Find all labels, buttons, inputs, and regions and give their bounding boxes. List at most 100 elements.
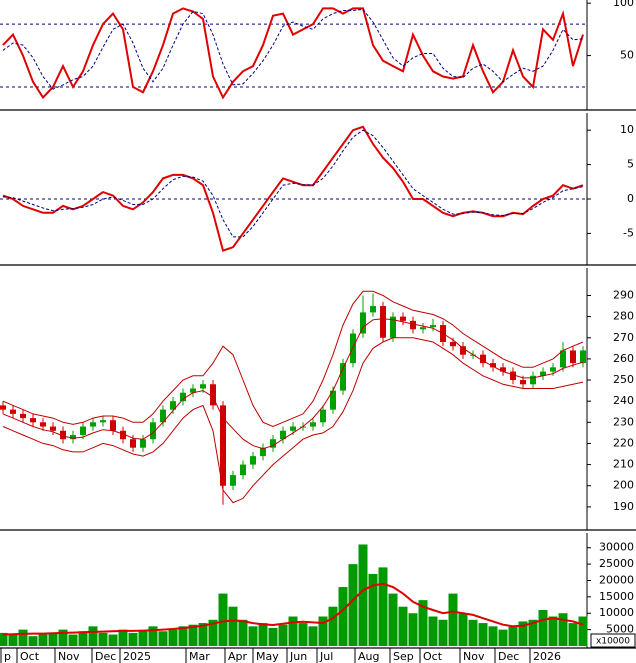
- volume-bar: [468, 619, 478, 646]
- candle-body: [480, 354, 486, 364]
- candle-body: [240, 464, 246, 476]
- volume-bar: [578, 616, 588, 646]
- volume-bar: [248, 626, 258, 646]
- candle-body: [430, 325, 436, 328]
- volume-bar: [568, 623, 578, 646]
- y-tick-label: 25000: [599, 557, 634, 570]
- candle-body: [280, 430, 286, 440]
- candle-body: [370, 306, 376, 313]
- candle-body: [230, 475, 236, 486]
- volume-bar: [0, 632, 8, 646]
- y-tick-label: 250: [613, 373, 634, 386]
- x-tick-label: Oct: [20, 650, 40, 663]
- volume-bar: [208, 619, 218, 646]
- y-tick-label: 30000: [599, 541, 634, 554]
- candle-body: [320, 409, 326, 423]
- x-tick-label: May: [256, 650, 279, 663]
- volume-bar: [348, 564, 358, 646]
- y-tick-label: 15000: [599, 590, 634, 603]
- volume-bar: [28, 636, 38, 646]
- x-tick-label: Dec: [498, 650, 519, 663]
- x-tick-label: 2026: [533, 650, 561, 663]
- candle-body: [80, 426, 86, 435]
- candle-body: [580, 350, 586, 364]
- y-tick-label: 10: [620, 123, 634, 136]
- x-tick-label: Jun: [289, 650, 307, 663]
- y-tick-label: 100: [613, 0, 634, 9]
- y-tick-label: 20000: [599, 573, 634, 586]
- series-line: [2, 337, 584, 504]
- candle-body: [120, 430, 126, 440]
- y-tick-label: 240: [613, 394, 634, 407]
- series-line: [2, 129, 584, 238]
- y-tick-label: 5000: [606, 623, 634, 636]
- y-tick-label: 210: [613, 458, 634, 471]
- volume-bar: [18, 629, 28, 646]
- series-line: [2, 582, 584, 636]
- candle-body: [40, 422, 46, 427]
- y-tick-label: 200: [613, 479, 634, 492]
- volume-bar: [158, 631, 168, 646]
- series-line: [2, 7, 584, 100]
- candle-body: [200, 384, 206, 389]
- candle-body: [20, 413, 26, 419]
- y-tick-label: -5: [623, 226, 634, 239]
- x-tick-label: Dec: [95, 650, 116, 663]
- candle-body: [150, 422, 156, 440]
- volume-bar: [98, 632, 108, 646]
- volume-bar: [308, 626, 318, 646]
- volume-bar: [508, 626, 518, 646]
- x-tick-label: p: [4, 650, 11, 663]
- volume-bar: [558, 613, 568, 646]
- candle-body: [160, 409, 166, 423]
- volume-bar: [218, 593, 228, 646]
- candle-body: [70, 434, 76, 440]
- y-tick-label: 230: [613, 415, 634, 428]
- volume-bar: [438, 619, 448, 646]
- candle-body: [270, 439, 276, 448]
- volume-bar: [128, 632, 138, 646]
- candle-body: [90, 422, 96, 427]
- volume-bar: [258, 623, 268, 646]
- volume-bar: [478, 623, 488, 646]
- candle-body: [510, 371, 516, 381]
- unit-box: [590, 633, 636, 648]
- x-tick-label: 2025: [123, 650, 151, 663]
- volume-bar: [498, 629, 508, 646]
- x-tick-label: Aug: [358, 650, 379, 663]
- candle-body: [10, 409, 16, 414]
- candle-body: [210, 384, 216, 406]
- volume-bar: [538, 609, 548, 646]
- x-tick-label: Oct: [423, 650, 443, 663]
- candle-body: [460, 346, 466, 355]
- candle-body: [540, 371, 546, 376]
- x-tick-label: Nov: [58, 650, 80, 663]
- candle-body: [110, 420, 116, 431]
- volume-bar: [548, 616, 558, 646]
- candle-body: [420, 327, 426, 330]
- candle-body: [30, 418, 36, 423]
- candle-body: [290, 426, 296, 431]
- series-line: [2, 318, 584, 450]
- series-line: [2, 290, 584, 428]
- volume-bar: [268, 627, 278, 646]
- volume-bar: [118, 629, 128, 646]
- volume-bar: [338, 587, 348, 646]
- volume-bar: [458, 613, 468, 646]
- candle-body: [450, 341, 456, 347]
- candle-body: [400, 316, 406, 321]
- volume-bar: [488, 626, 498, 646]
- volume-bar: [68, 634, 78, 646]
- volume-bar: [518, 621, 528, 646]
- volume-bar: [238, 619, 248, 646]
- volume-bar: [58, 629, 68, 646]
- x-tick-label: Jul: [319, 650, 333, 663]
- candle-body: [390, 316, 396, 338]
- volume-bar: [168, 629, 178, 646]
- volume-bar: [198, 623, 208, 646]
- y-tick-label: 190: [613, 500, 634, 513]
- volume-bar: [78, 631, 88, 646]
- candle-body: [180, 392, 186, 402]
- volume-bar: [398, 606, 408, 646]
